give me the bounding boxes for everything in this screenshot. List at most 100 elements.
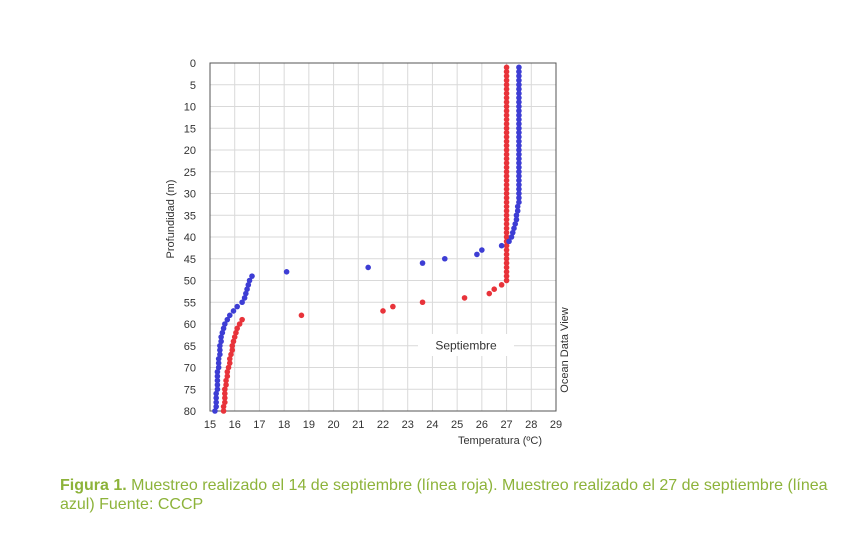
- data-point-series-2: [516, 155, 522, 162]
- data-point-series-1: [503, 81, 510, 88]
- data-point-series-1: [233, 329, 239, 336]
- data-point-series-1: [503, 164, 510, 171]
- data-point-series-2: [516, 138, 522, 145]
- data-point-series-2: [217, 347, 223, 353]
- data-point-series-2: [213, 403, 219, 410]
- data-point-series-2: [212, 408, 218, 414]
- data-point-series-2: [516, 95, 522, 101]
- data-point-series-1: [503, 168, 510, 175]
- data-point-series-2: [479, 247, 485, 253]
- data-point-series-1: [503, 216, 510, 223]
- data-point-series-1: [503, 221, 510, 227]
- data-point-series-1: [503, 277, 510, 284]
- data-point-series-1: [503, 68, 510, 75]
- data-point-series-2: [513, 216, 520, 223]
- data-point-series-2: [516, 186, 522, 192]
- data-point-series-1: [503, 212, 510, 219]
- data-point-series-1: [503, 138, 510, 145]
- data-point-series-2: [219, 329, 226, 336]
- data-point-series-2: [516, 147, 522, 153]
- data-point-series-2: [214, 369, 221, 375]
- data-point-series-1: [222, 390, 228, 397]
- data-point-series-2: [220, 325, 227, 332]
- data-point-series-1: [503, 129, 510, 136]
- y-tick-label: 30: [184, 189, 196, 201]
- data-point-series-2: [516, 86, 522, 92]
- data-point-series-1: [503, 160, 510, 166]
- data-point-series-2: [516, 182, 522, 188]
- annotation-label: Septiembre: [435, 339, 497, 353]
- data-point-series-2: [516, 108, 522, 114]
- side-text: Ocean Data View: [559, 307, 571, 392]
- data-point-series-2: [218, 334, 224, 340]
- data-point-series-2: [516, 81, 522, 88]
- x-tick-label: 25: [451, 419, 463, 431]
- data-point-series-2: [516, 190, 522, 197]
- data-point-series-2: [516, 164, 522, 171]
- y-tick-label: 15: [184, 123, 196, 135]
- data-point-series-1: [503, 64, 510, 71]
- y-tick-label: 80: [184, 406, 196, 418]
- x-axis-label: Temperatura (ºC): [458, 435, 542, 447]
- data-point-series-2: [516, 195, 522, 201]
- y-tick-label: 70: [184, 363, 196, 375]
- data-point-series-1: [503, 151, 510, 158]
- x-tick-label: 28: [525, 419, 537, 431]
- data-point-series-2: [246, 277, 253, 284]
- data-point-series-2: [215, 364, 222, 371]
- data-point-series-1: [503, 182, 510, 188]
- data-point-series-2: [217, 342, 223, 349]
- data-point-series-1: [419, 299, 426, 306]
- x-tick-label: 26: [476, 419, 488, 431]
- data-point-series-1: [503, 86, 510, 92]
- data-point-series-1: [503, 77, 510, 84]
- data-point-series-1: [503, 242, 510, 249]
- plot-frame: [209, 62, 557, 412]
- figure-caption: Figura 1. Muestreo realizado el 14 de se…: [60, 476, 860, 514]
- y-tick-label: 20: [184, 145, 196, 157]
- data-point-series-2: [516, 116, 522, 123]
- x-tick-label: 21: [352, 419, 364, 431]
- data-point-series-2: [514, 203, 521, 210]
- data-point-series-2: [214, 386, 221, 393]
- x-tick-label: 29: [550, 419, 562, 431]
- x-tick-label: 23: [402, 419, 414, 431]
- data-point-series-1: [503, 247, 510, 253]
- data-point-series-1: [503, 108, 510, 114]
- data-point-series-1: [236, 321, 243, 327]
- y-tick-label: 10: [184, 102, 196, 114]
- data-point-series-1: [380, 308, 386, 314]
- y-tick-label: 35: [184, 210, 196, 222]
- data-point-series-1: [222, 386, 228, 393]
- y-tick-label: 45: [184, 254, 196, 266]
- y-axis-ticks: 0 5 10 15 20 25 30 35 40 45 50 55 60 65 70 75 80: [184, 58, 196, 418]
- data-point-series-1: [503, 116, 510, 123]
- data-point-series-2: [516, 103, 522, 110]
- x-axis-ticks: 15 16 17 18 19 20 21 22 23 24 25 26 27 28 29: [204, 419, 562, 431]
- caption-lead: Figura 1.: [60, 477, 127, 494]
- y-tick-label: 0: [190, 58, 196, 70]
- data-point-series-1: [503, 203, 510, 210]
- data-point-series-2: [419, 260, 426, 266]
- data-point-series-2: [516, 125, 522, 132]
- data-point-series-1: [224, 373, 231, 380]
- data-point-series-2: [516, 173, 522, 179]
- data-point-series-2: [512, 221, 519, 227]
- data-point-series-2: [239, 299, 245, 306]
- data-point-series-1: [503, 173, 510, 179]
- data-point-series-2: [516, 151, 522, 158]
- y-tick-label: 25: [184, 167, 196, 179]
- data-point-series-2: [217, 351, 223, 358]
- x-tick-label: 27: [500, 419, 512, 431]
- data-point-series-2: [283, 269, 290, 275]
- data-point-series-2: [511, 225, 517, 232]
- x-tick-label: 16: [229, 419, 241, 431]
- data-point-series-2: [214, 373, 221, 380]
- data-point-series-1: [230, 338, 237, 345]
- data-point-series-1: [223, 382, 229, 388]
- data-point-series-1: [503, 103, 510, 110]
- y-axis-label: Profundidad (m): [165, 180, 177, 259]
- data-point-series-2: [213, 399, 219, 406]
- data-point-series-1: [225, 364, 232, 371]
